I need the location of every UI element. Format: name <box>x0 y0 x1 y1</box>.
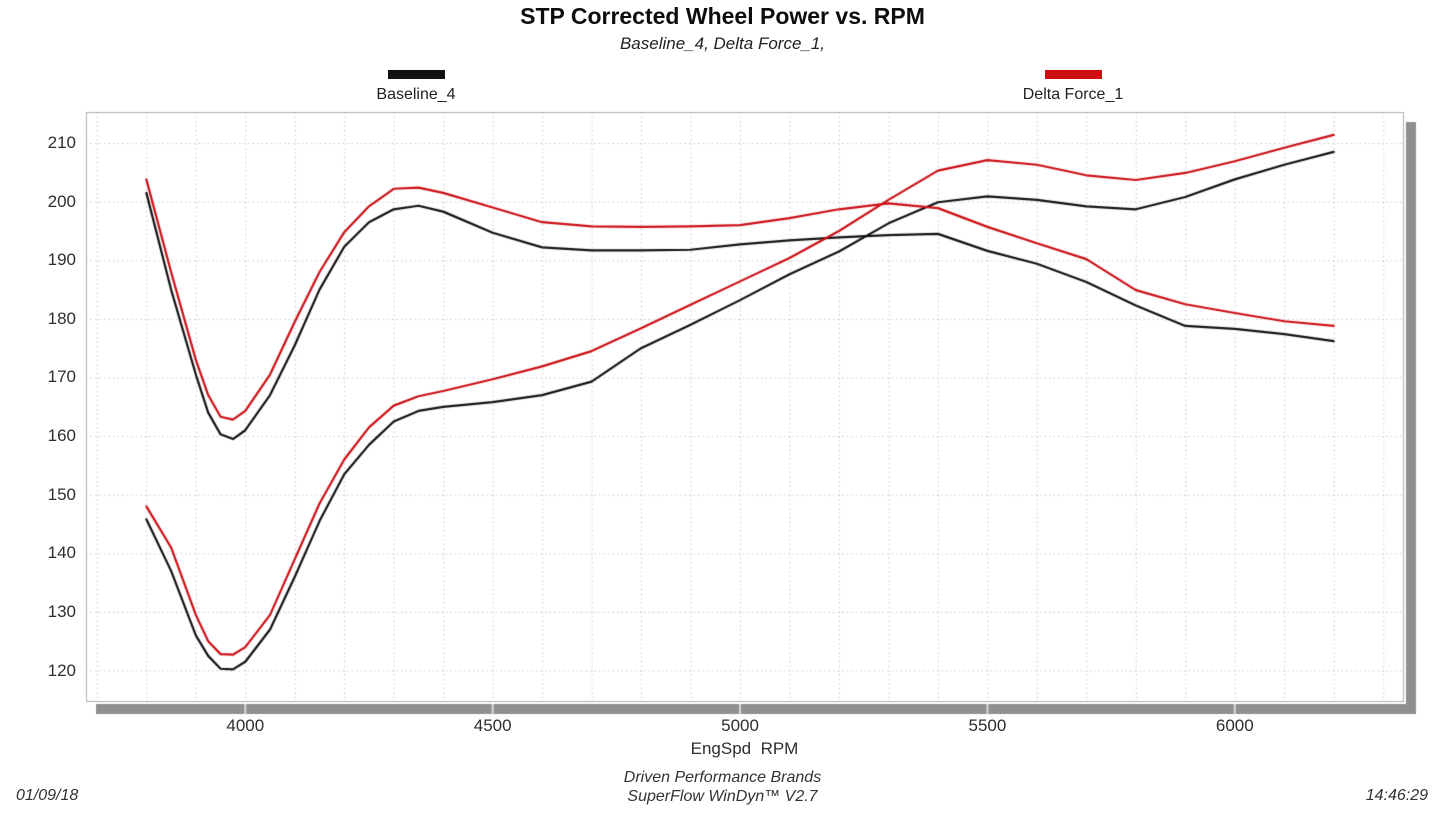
x-tick-label: 5000 <box>721 716 759 735</box>
x-tick-label: 6000 <box>1215 716 1254 735</box>
legend-label: Delta Force_1 <box>1022 86 1124 103</box>
y-tick-label: 140 <box>47 543 76 563</box>
chart-title: STP Corrected Wheel Power vs. RPM <box>520 3 925 29</box>
x-axis-title: EngSpd RPM <box>690 739 799 758</box>
legend-label: Baseline_4 <box>376 86 456 103</box>
y-tick-label: 170 <box>47 367 76 387</box>
y-tick-label: 190 <box>47 250 76 270</box>
y-tick-label: 200 <box>47 191 76 211</box>
footer-date: 01/09/18 <box>16 787 79 804</box>
legend-swatch <box>1045 70 1102 79</box>
x-tick-label: 4500 <box>473 716 512 735</box>
y-tick-label: 210 <box>47 133 76 153</box>
y-tick-label: 180 <box>47 308 76 328</box>
y-tick-label: 150 <box>47 484 76 504</box>
chart-subtitle: Baseline_4, Delta Force_1, <box>619 34 826 53</box>
y-tick-label: 130 <box>47 601 76 621</box>
y-tick-label: 120 <box>47 660 76 680</box>
x-tick-label: 5500 <box>968 716 1007 735</box>
footer-software: SuperFlow WinDyn™ V2.7 <box>627 788 818 805</box>
y-tick-label: 160 <box>47 426 76 446</box>
x-tick-label: 4000 <box>226 716 265 735</box>
footer-brand: Driven Performance Brands <box>623 769 822 786</box>
footer-time: 14:46:29 <box>1365 787 1428 804</box>
legend-swatch <box>388 70 445 79</box>
